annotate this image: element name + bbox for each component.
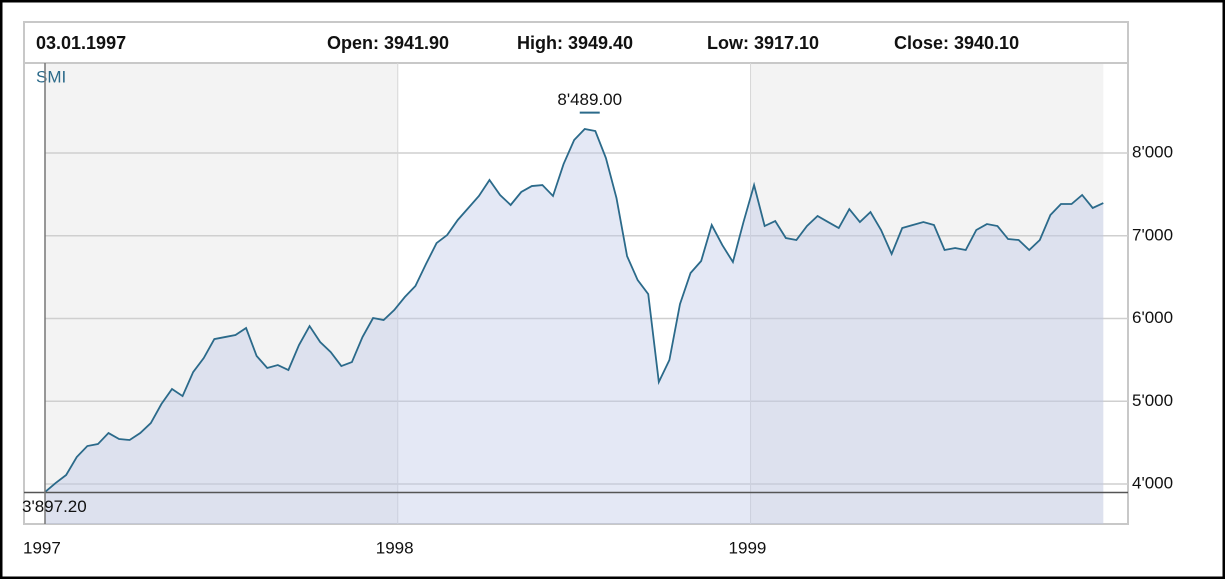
year-band <box>750 63 1104 524</box>
y-tick-label: 7'000 <box>1132 225 1173 244</box>
y-tick-label: 6'000 <box>1132 308 1173 327</box>
x-tick-label: 1999 <box>729 538 767 557</box>
header-low: Low: 3917.10 <box>707 33 819 53</box>
header-close: Close: 3940.10 <box>894 33 1019 53</box>
header-high: High: 3949.40 <box>517 33 633 53</box>
x-tick-label: 1998 <box>376 538 414 557</box>
x-tick-label: 1997 <box>23 538 61 557</box>
series-label: SMI <box>36 67 66 86</box>
year-band <box>45 63 398 524</box>
low-label: 3'897.20 <box>22 497 87 516</box>
y-tick-label: 4'000 <box>1132 474 1173 493</box>
high-label: 8'489.00 <box>557 90 622 109</box>
header-open: Open: 3941.90 <box>327 33 449 53</box>
area <box>45 129 1104 524</box>
panel <box>23 21 1129 525</box>
y-tick-label: 8'000 <box>1132 143 1173 162</box>
header-date: 03.01.1997 <box>36 33 126 53</box>
line <box>44 128 1104 493</box>
y-tick-label: 5'000 <box>1132 391 1173 410</box>
